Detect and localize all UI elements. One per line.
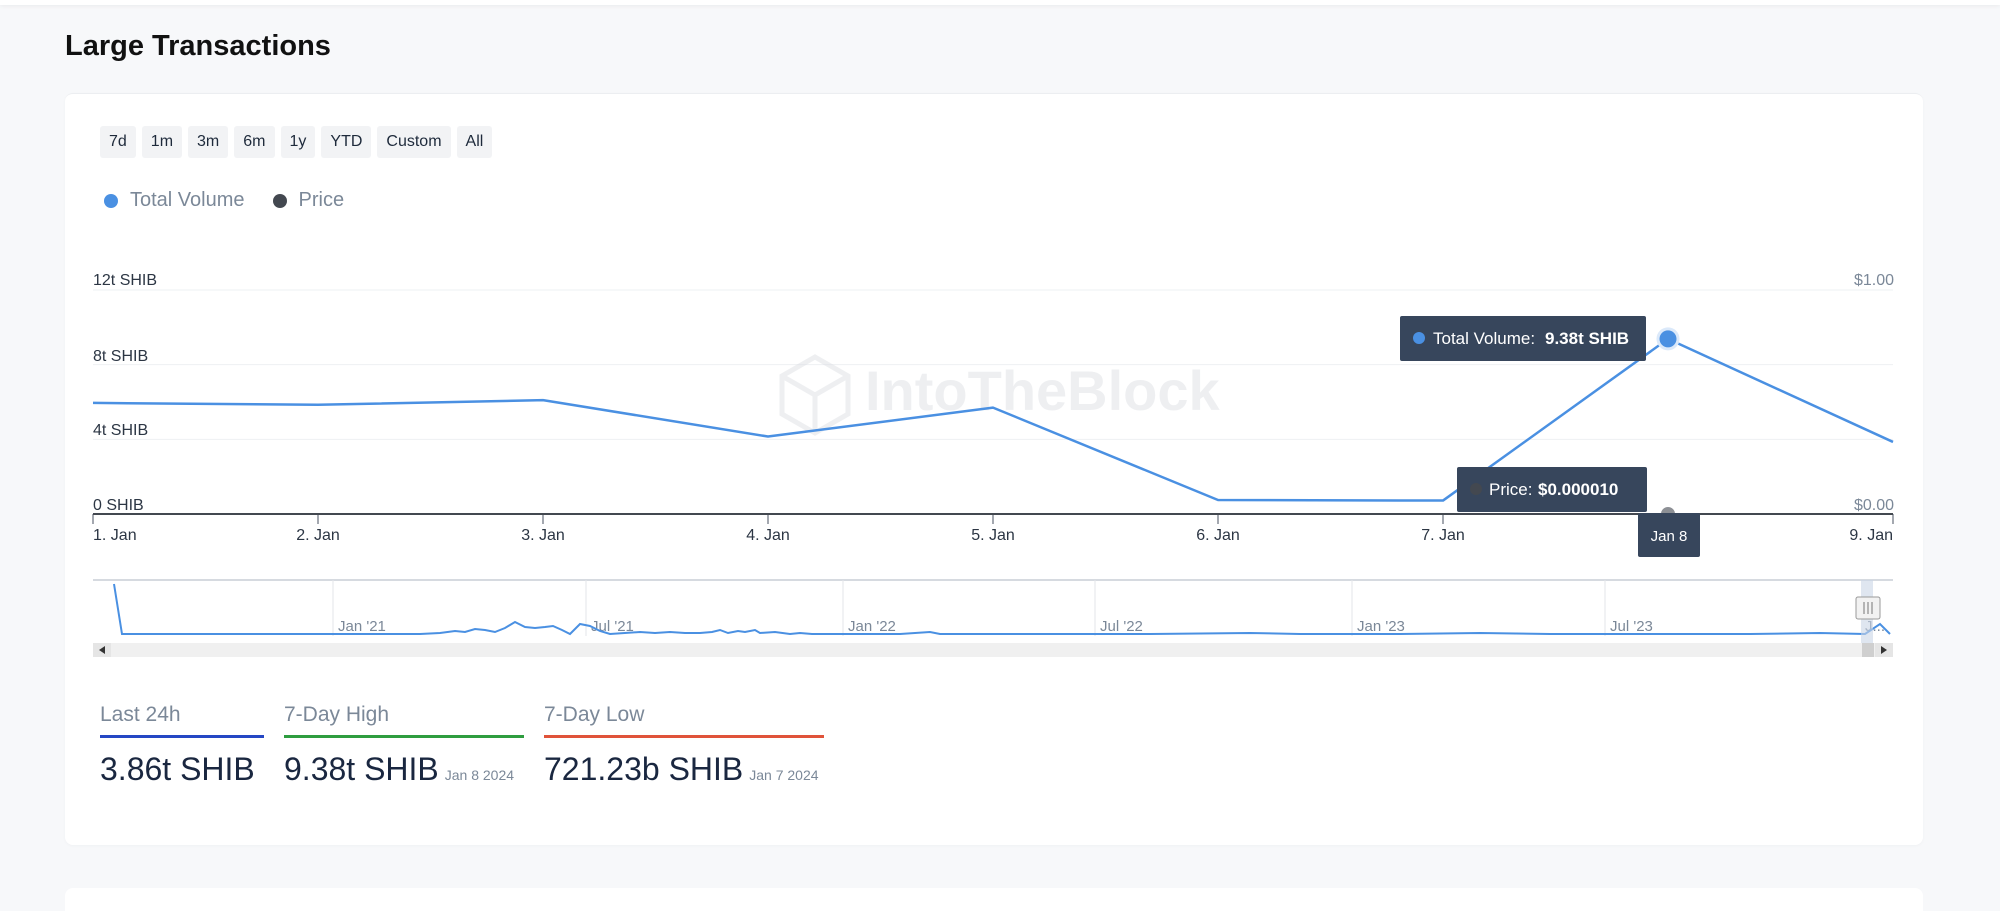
x-tick-label: 3. Jan [521,527,565,544]
navigator-label: Jul '23 [1610,618,1653,635]
x-axis: 1. Jan 2. Jan 3. Jan 4. Jan 5. Jan 6. Jan 7. J… [92,514,1894,544]
stat-7day-low: 7-Day Low 721.23b SHIB Jan 7 2024 [544,703,824,788]
section-title: Large Transactions [65,30,331,62]
price-tooltip: Price: $0.000010 [1457,467,1647,512]
date-tooltip: Jan 8 [1638,513,1700,557]
legend-item-price[interactable]: Price [272,189,345,212]
legend-label-total-volume: Total Volume [130,189,245,211]
watermark-logo-icon [779,354,851,436]
navigator[interactable]: Jan '21 Jul '21 Jan '22 Jul '22 Jan '23 … [93,579,1893,657]
tooltip-dot-icon [1470,483,1482,495]
navigator-series-line [113,583,1891,636]
range-button-1m[interactable]: 1m [141,126,183,158]
x-tick-label: 9. Jan [1849,527,1893,544]
navigator-handle[interactable] [1855,596,1881,620]
stat-value: 721.23b SHIB [544,751,744,787]
scroll-right-arrow-icon [1881,646,1887,654]
watermark-text: IntoTheBlock [865,359,1221,422]
stat-value: 9.38t SHIB [284,751,439,787]
range-button-custom[interactable]: Custom [377,126,451,158]
y-right-tick-label: $0.00 [1854,497,1894,514]
series-layer [92,327,1894,523]
y-left-tick-label: 12t SHIB [93,272,157,289]
range-button-ytd[interactable]: YTD [321,126,372,158]
navigator-scrollbar[interactable] [93,643,1893,657]
stat-date: Jan 8 2024 [444,767,515,783]
series-line-total-volume [92,337,1894,502]
x-tick-label: 6. Jan [1196,527,1240,544]
top-bar [0,0,2000,5]
date-tooltip-label: Jan 8 [1651,528,1688,545]
legend-item-total-volume[interactable]: Total Volume [104,189,245,212]
range-button-3m[interactable]: 3m [188,126,229,158]
stat-label: Last 24h [100,703,264,738]
stat-last-24h: Last 24h 3.86t SHIB [100,703,264,788]
legend-dot-total-volume [104,193,118,208]
range-button-7d[interactable]: 7d [100,126,136,158]
x-tick-label: 4. Jan [746,527,790,544]
volume-tooltip-label: Total Volume: [1433,329,1535,348]
stat-label: 7-Day Low [544,703,824,738]
stat-value: 3.86t SHIB [100,751,255,787]
stat-value-row: 721.23b SHIB Jan 7 2024 [544,751,824,788]
x-tick-label: 2. Jan [296,527,340,544]
stats-row: Last 24h 3.86t SHIB 7-Day High 9.38t SHI… [100,703,844,788]
stat-value-row: 9.38t SHIB Jan 8 2024 [284,751,524,788]
y-left-tick-label: 8t SHIB [93,348,148,365]
total-volume-hover-point[interactable] [1656,327,1680,351]
navigator-grid [332,580,1606,636]
x-tick-label: 7. Jan [1421,527,1465,544]
stat-value-row: 3.86t SHIB [100,751,264,788]
navigator-label: Jan '21 [338,618,386,635]
x-tick-label: 5. Jan [971,527,1015,544]
range-button-6m[interactable]: 6m [234,126,275,158]
legend-label-price: Price [298,189,345,211]
range-buttons: 7d 1m 3m 6m 1y YTD Custom All [100,126,498,158]
scrollbar-thumb[interactable] [1862,643,1874,657]
volume-tooltip-value: 9.38t SHIB [1545,329,1629,348]
navigator-label: Jan '23 [1357,618,1405,635]
next-card [65,888,1923,911]
price-tooltip-label: Price: [1489,480,1532,499]
chart-legend: Total Volume Price [104,189,372,212]
price-tooltip-value: $0.000010 [1538,480,1618,499]
watermark: IntoTheBlock [779,354,1221,436]
navigator-label: Jul '22 [1100,618,1143,635]
volume-tooltip: Total Volume: 9.38t SHIB [1400,316,1646,361]
tooltip-dot-icon [1413,332,1425,344]
x-tick-label: 1. Jan [93,527,137,544]
stat-7day-high: 7-Day High 9.38t SHIB Jan 8 2024 [284,703,524,788]
y-left-tick-label: 0 SHIB [93,497,144,514]
navigator-label: Jan '22 [848,618,896,635]
legend-dot-price [272,193,287,208]
range-button-1y[interactable]: 1y [280,126,316,158]
y-right-tick-label: $1.00 [1854,272,1894,289]
y-left-tick-label: 4t SHIB [93,422,148,439]
axis-layer: 12t SHIB 8t SHIB 4t SHIB 0 SHIB $1.00 $0… [93,272,1894,514]
scroll-left-arrow-icon [99,646,105,654]
range-button-all[interactable]: All [456,126,493,158]
stat-date: Jan 7 2024 [749,767,819,783]
stat-label: 7-Day High [284,703,524,738]
